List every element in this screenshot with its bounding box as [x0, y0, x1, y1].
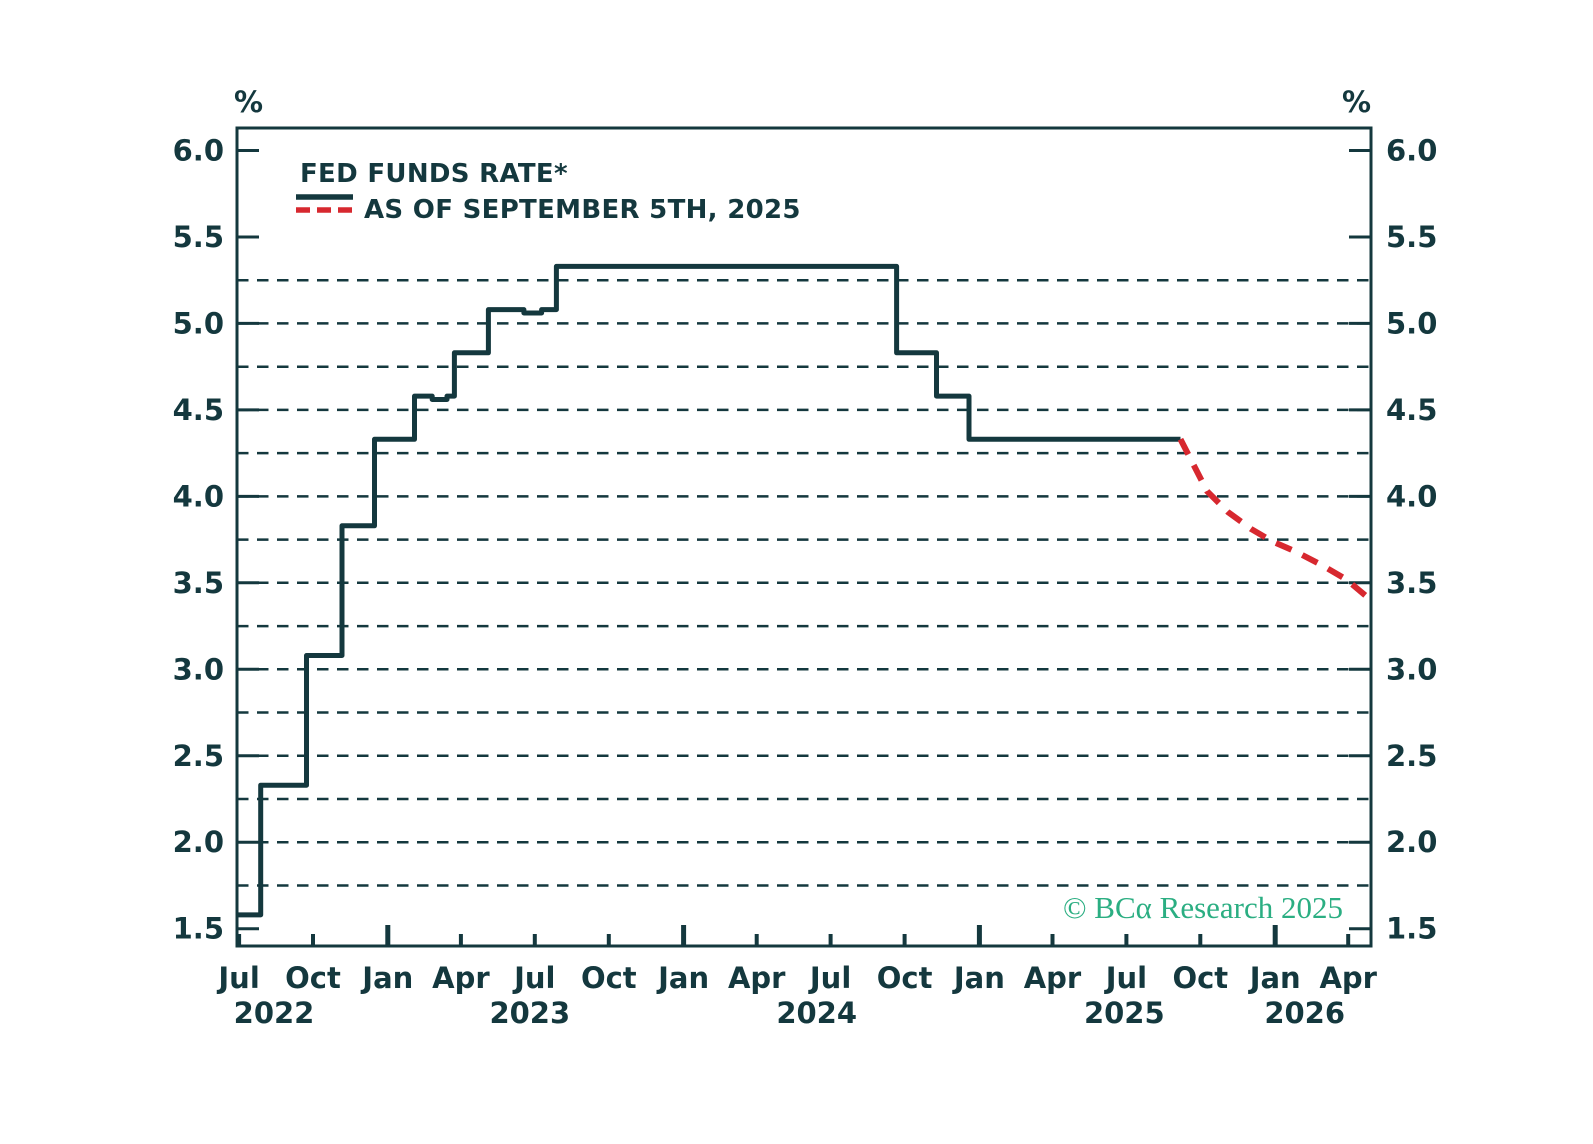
x-axis-month-label: Jan — [360, 961, 413, 995]
y-axis-labels-right: 6.0 5.5 5.0 4.5 4.0 3.5 3.0 2.5 2.0 1.5 — [1386, 134, 1437, 946]
x-axis-month-label: Oct — [1172, 961, 1228, 995]
y-axis-label-left: 6.0 — [173, 134, 224, 168]
y-axis-label-left: 4.0 — [173, 479, 224, 513]
x-axis-month-label: Oct — [285, 961, 341, 995]
y-axis-label-left: 2.5 — [173, 739, 224, 773]
y-axis-label-left: 3.0 — [173, 652, 224, 686]
projection-dashed-line — [1177, 437, 1373, 603]
y-axis-label-left: 5.5 — [173, 220, 224, 254]
x-axis-month-label: Apr — [1319, 961, 1377, 995]
series-lines — [237, 263, 1373, 918]
x-axis-month-label: Apr — [432, 961, 490, 995]
y-axis-label-left: 1.5 — [173, 912, 224, 946]
legend-label-projection: AS OF SEPTEMBER 5TH, 2025 — [364, 195, 801, 225]
x-axis-month-label: Jan — [1248, 961, 1301, 995]
gridlines — [237, 278, 1371, 887]
x-axis-month-label: Jul — [1104, 961, 1147, 995]
y-axis-label-right: 5.0 — [1386, 306, 1437, 340]
x-axis-month-label: Jul — [216, 961, 259, 995]
x-axis-month-label: Jan — [952, 961, 1005, 995]
x-axis-month-labels: Jul Oct Jan Apr Jul Oct Jan Apr Jul Oct Jan Apr Jul O… — [216, 961, 1377, 995]
axis-ticks — [237, 149, 1371, 946]
y-axis-label-right: 3.5 — [1386, 566, 1437, 600]
y-axis-labels-left: 6.0 5.5 5.0 4.5 4.0 3.5 3.0 2.5 2.0 1.5 — [173, 134, 224, 946]
copyright-notice: © BCα Research 2025 — [1063, 890, 1343, 925]
legend-label-actual: FED FUNDS RATE* — [300, 159, 568, 189]
y-axis-label-left: 4.5 — [173, 393, 224, 427]
plot-border — [235, 126, 1373, 948]
y-axis-label-right: 4.0 — [1386, 479, 1437, 513]
legend: FED FUNDS RATE* AS OF SEPTEMBER 5TH, 202… — [296, 159, 801, 225]
y-axis-label-right: 6.0 — [1386, 134, 1437, 168]
x-axis-month-label: Apr — [728, 961, 786, 995]
x-axis-month-label: Jul — [512, 961, 555, 995]
x-axis-month-label: Apr — [1024, 961, 1082, 995]
x-axis-month-label: Oct — [581, 961, 637, 995]
x-axis-month-label: Jan — [656, 961, 709, 995]
y-axis-label-right: 2.0 — [1386, 825, 1437, 859]
y-axis-label-left: 3.5 — [173, 566, 224, 600]
y-axis-label-right: 5.5 — [1386, 220, 1437, 254]
y-axis-label-left: 5.0 — [173, 306, 224, 340]
y-axis-label-right: 2.5 — [1386, 739, 1437, 773]
y-axis-unit-left: % — [234, 85, 263, 119]
x-axis-year-label: 2026 — [1264, 996, 1345, 1030]
x-axis-year-label: 2025 — [1084, 996, 1165, 1030]
x-axis-month-label: Oct — [877, 961, 933, 995]
x-axis-year-label: 2023 — [489, 996, 570, 1030]
fed-funds-rate-line — [237, 263, 1181, 918]
y-axis-label-right: 4.5 — [1386, 393, 1437, 427]
y-axis-unit-right: % — [1342, 85, 1371, 119]
y-axis-label-right: 3.0 — [1386, 652, 1437, 686]
x-axis-year-label: 2022 — [234, 996, 315, 1030]
y-axis-label-right: 1.5 — [1386, 912, 1437, 946]
x-axis-year-label: 2024 — [776, 996, 857, 1030]
x-axis-year-labels: 2022 2023 2024 2025 2026 — [234, 996, 1345, 1030]
y-axis-label-left: 2.0 — [173, 825, 224, 859]
x-axis-month-label: Jul — [808, 961, 851, 995]
